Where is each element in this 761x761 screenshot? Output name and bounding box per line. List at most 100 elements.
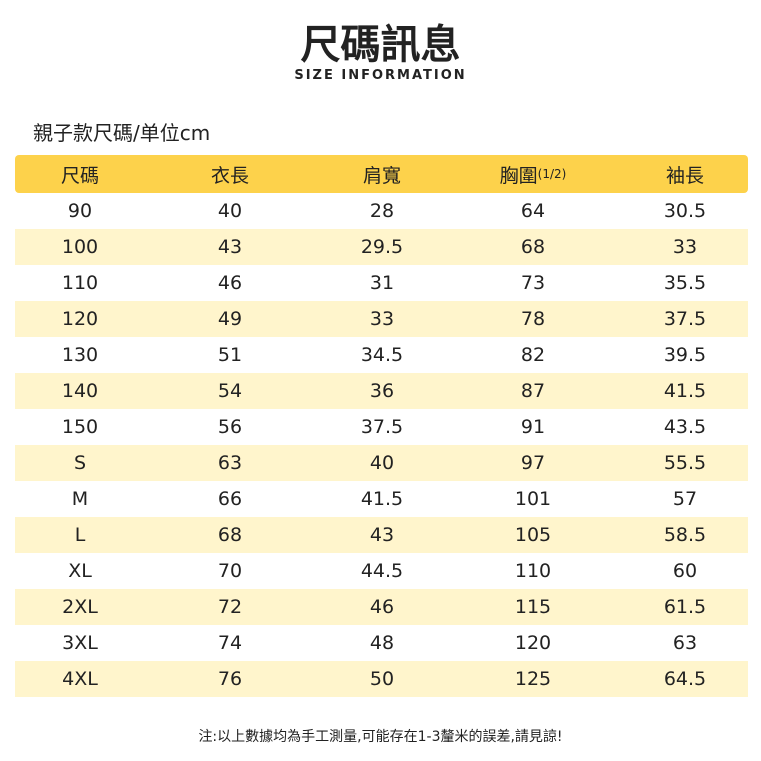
header-cell: 袖長 xyxy=(615,155,755,193)
table-cell: 2XL xyxy=(62,596,98,618)
title: 尺碼訊息 xyxy=(300,22,461,68)
note: 注:以上數據均為手工測量,可能存在1-3釐米的誤差,請見諒! xyxy=(198,729,563,745)
table-cell: 51 xyxy=(217,344,243,366)
table-cell: 4XL xyxy=(62,668,98,690)
table-cell: 110 xyxy=(61,272,99,294)
table-cell: 97 xyxy=(520,452,546,474)
table-cell: 40 xyxy=(369,452,395,474)
table-row: 3XL 74 48 120 63 xyxy=(15,625,748,661)
header-cell: 衣長 xyxy=(160,155,300,193)
table-cell: 46 xyxy=(369,596,395,618)
subtitle: SIZE INFORMATION xyxy=(294,68,467,83)
table-cell: 110 xyxy=(514,560,552,582)
header-text: 尺碼 xyxy=(60,164,99,187)
table-cell: 100 xyxy=(61,236,99,258)
table-cell: 73 xyxy=(520,272,546,294)
table-cell: 44.5 xyxy=(360,560,404,582)
table-cell: 33 xyxy=(672,236,698,258)
table-row: 90 40 28 64 30.5 xyxy=(15,193,748,229)
table-row: 110 46 31 73 35.5 xyxy=(15,265,748,301)
table-cell: 40 xyxy=(217,200,243,222)
table-cell: 68 xyxy=(520,236,546,258)
table-cell: 3XL xyxy=(62,632,98,654)
table-cell: 105 xyxy=(514,524,552,546)
table-cell: 41.5 xyxy=(360,488,404,510)
table-cell: 34.5 xyxy=(360,344,404,366)
table-cell: 64.5 xyxy=(663,668,707,690)
table-cell: 28 xyxy=(369,200,395,222)
table-cell: 91 xyxy=(520,416,546,438)
table-row: M 66 41.5 101 57 xyxy=(15,481,748,517)
table-cell: 36 xyxy=(369,380,395,402)
header-row: 尺碼 衣長 肩寬 胸圍 (1/2) 袖長 xyxy=(15,155,748,193)
table-row: S 63 40 97 55.5 xyxy=(15,445,748,481)
table-cell: 49 xyxy=(217,308,243,330)
table-cell: 35.5 xyxy=(663,272,707,294)
table-cell: 120 xyxy=(514,632,552,654)
table-cell: 29.5 xyxy=(360,236,404,258)
header-text: 胸圍 xyxy=(499,164,538,187)
table-cell: 55.5 xyxy=(663,452,707,474)
table-cell: 63 xyxy=(672,632,698,654)
table-cell: 50 xyxy=(369,668,395,690)
table-cell: 68 xyxy=(217,524,243,546)
table-row: L 68 43 105 58.5 xyxy=(15,517,748,553)
table-cell: 66 xyxy=(217,488,243,510)
table-cell: 43 xyxy=(369,524,395,546)
table-cell: 54 xyxy=(217,380,243,402)
table-cell: L xyxy=(74,524,86,546)
table-cell: 31 xyxy=(369,272,395,294)
size-table: 尺碼 衣長 肩寬 胸圍 (1/2) 袖長 90 40 28 64 30.5 100 43 29.5 68 33… xyxy=(15,155,748,697)
table-cell: 140 xyxy=(61,380,99,402)
table-cell: 41.5 xyxy=(663,380,707,402)
table-cell: 78 xyxy=(520,308,546,330)
table-cell: 37.5 xyxy=(360,416,404,438)
table-cell: 63 xyxy=(217,452,243,474)
table-row: 100 43 29.5 68 33 xyxy=(15,229,748,265)
table-row: 130 51 34.5 82 39.5 xyxy=(15,337,748,373)
table-cell: 61.5 xyxy=(663,596,707,618)
table-cell: 39.5 xyxy=(663,344,707,366)
header-cell: 肩寬 xyxy=(312,155,452,193)
table-cell: 120 xyxy=(61,308,99,330)
table-cell: 72 xyxy=(217,596,243,618)
table-cell: 125 xyxy=(514,668,552,690)
header-text: 袖長 xyxy=(665,164,704,187)
table-row: 150 56 37.5 91 43.5 xyxy=(15,409,748,445)
table-cell: 64 xyxy=(520,200,546,222)
table-cell: 74 xyxy=(217,632,243,654)
table-cell: 48 xyxy=(369,632,395,654)
header-text: 衣長 xyxy=(210,164,249,187)
table-row: 140 54 36 87 41.5 xyxy=(15,373,748,409)
table-row: XL 70 44.5 110 60 xyxy=(15,553,748,589)
table-caption: 親子款尺碼/单位cm xyxy=(33,121,211,145)
header-cell: 胸圍 (1/2) xyxy=(463,155,603,193)
header-cell: 尺碼 xyxy=(10,155,150,193)
table-cell: 130 xyxy=(61,344,99,366)
table-cell: M xyxy=(71,488,89,510)
table-cell: 33 xyxy=(369,308,395,330)
table-cell: 60 xyxy=(672,560,698,582)
header-text: 肩寬 xyxy=(362,164,401,187)
header-suffix: (1/2) xyxy=(537,167,567,181)
table-cell: 87 xyxy=(520,380,546,402)
table-cell: 70 xyxy=(217,560,243,582)
table-cell: 58.5 xyxy=(663,524,707,546)
table-cell: XL xyxy=(68,560,92,582)
table-cell: 57 xyxy=(672,488,698,510)
table-row: 120 49 33 78 37.5 xyxy=(15,301,748,337)
table-cell: 46 xyxy=(217,272,243,294)
table-cell: 43.5 xyxy=(663,416,707,438)
table-cell: 82 xyxy=(520,344,546,366)
table-cell: 115 xyxy=(514,596,552,618)
table-cell: 43 xyxy=(217,236,243,258)
table-cell: 30.5 xyxy=(663,200,707,222)
table-row: 2XL 72 46 115 61.5 xyxy=(15,589,748,625)
table-cell: 76 xyxy=(217,668,243,690)
table-cell: S xyxy=(73,452,87,474)
table-cell: 101 xyxy=(514,488,552,510)
table-cell: 56 xyxy=(217,416,243,438)
table-cell: 150 xyxy=(61,416,99,438)
table-cell: 37.5 xyxy=(663,308,707,330)
